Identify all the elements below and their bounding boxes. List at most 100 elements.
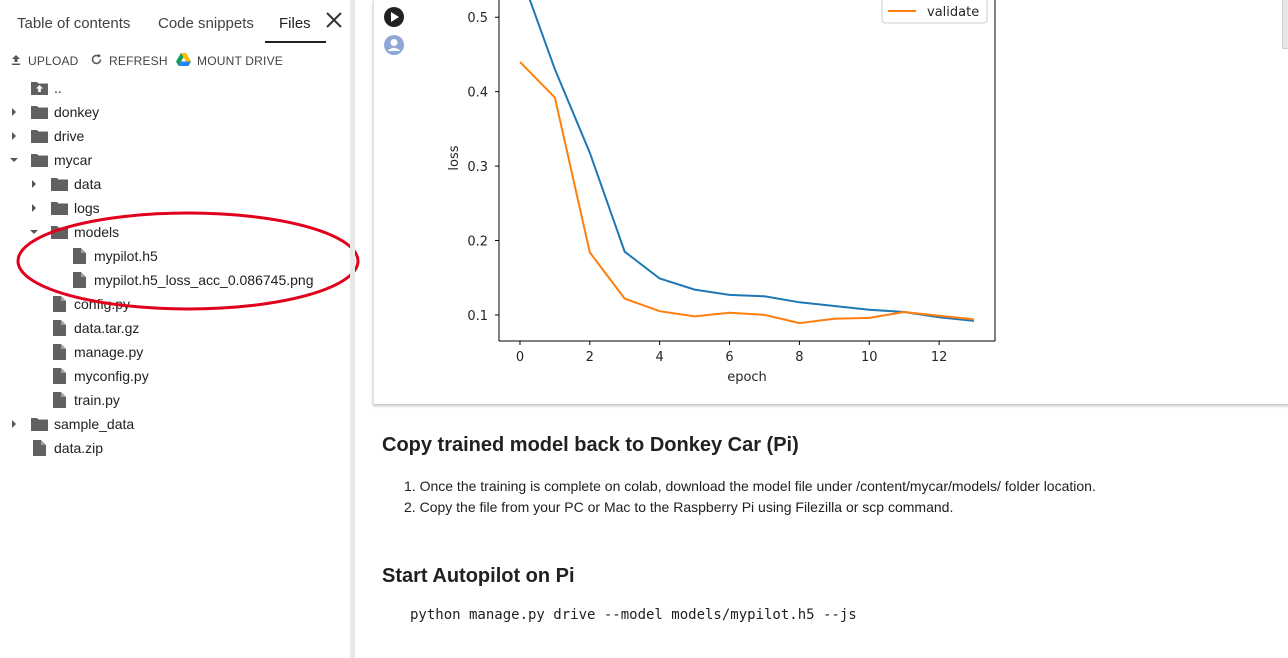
file-browser-panel: Table of contents Code snippets Files UP… <box>0 0 360 658</box>
active-tab-indicator <box>265 41 326 43</box>
avatar <box>383 34 405 56</box>
tree-item-label: data.tar.gz <box>74 320 140 336</box>
tree-item-label: .. <box>54 80 62 96</box>
tree-item-train-py[interactable]: train.py <box>28 388 120 412</box>
tab-code-snippets[interactable]: Code snippets <box>158 15 254 32</box>
y-tick-label: 0.3 <box>467 160 488 175</box>
list-item: 1. Once the training is complete on cola… <box>404 478 1096 494</box>
file-icon <box>30 440 48 456</box>
loss-chart: 0 2 4 6 8 10 12 0.1 0.2 0.3 0.4 0.5 validate epoch l… <box>447 0 996 385</box>
collapse-arrow-icon[interactable] <box>28 220 40 244</box>
expand-arrow-icon[interactable] <box>8 412 20 436</box>
tree-item-label: manage.py <box>74 344 144 360</box>
tree-item-myconfig-py[interactable]: myconfig.py <box>28 364 149 388</box>
expand-arrow-icon[interactable] <box>8 100 20 124</box>
y-tick-label: 0.1 <box>467 309 488 324</box>
series-line-validate <box>519 61 975 325</box>
tree-item-config-py[interactable]: config.py <box>28 292 130 316</box>
y-tick-label: 0.4 <box>467 86 488 101</box>
legend-box <box>881 0 988 24</box>
code-command: python manage.py drive --model models/my… <box>410 607 857 623</box>
tab-table-of-contents[interactable]: Table of contents <box>17 15 131 32</box>
tree-item-donkey[interactable]: donkey <box>8 100 99 124</box>
chart-plot-area: 0 2 4 6 8 10 12 0.1 0.2 0.3 0.4 0.5 validate <box>467 0 996 365</box>
y-tick-label: 0.5 <box>467 11 488 26</box>
list-item: 2. Copy the file from your PC or Mac to … <box>404 499 954 515</box>
file-icon <box>50 344 68 360</box>
tree-item-parent-dir[interactable]: .. <box>8 76 62 100</box>
folder-up-icon <box>30 80 48 96</box>
y-axis-label: loss <box>447 145 462 170</box>
upload-label: UPLOAD <box>28 54 79 68</box>
tree-item-mypilot-h5[interactable]: mypilot.h5 <box>48 244 158 268</box>
tree-item-drive[interactable]: drive <box>8 124 84 148</box>
x-tick-label: 8 <box>795 350 803 365</box>
file-icon <box>50 320 68 336</box>
tree-item-sample-data[interactable]: sample_data <box>8 412 134 436</box>
tree-item-label: train.py <box>74 392 120 408</box>
folder-icon <box>50 224 68 240</box>
mount-drive-label: MOUNT DRIVE <box>197 54 283 68</box>
upload-icon <box>10 54 22 69</box>
panel-resize-handle[interactable] <box>350 0 355 658</box>
folder-icon <box>50 176 68 192</box>
tree-item-label: config.py <box>74 296 131 312</box>
x-tick-label: 2 <box>586 350 594 365</box>
output-scrollbar[interactable] <box>1282 0 1288 49</box>
expand-arrow-icon[interactable] <box>8 124 20 148</box>
x-tick-label: 4 <box>656 350 664 365</box>
tree-item-label: logs <box>74 200 100 216</box>
tree-item-label: myconfig.py <box>74 368 149 384</box>
tree-item-label: data <box>74 176 102 192</box>
upload-button[interactable]: UPLOAD <box>10 50 79 72</box>
refresh-icon <box>90 53 103 69</box>
series-line-series-1 <box>528 0 975 322</box>
tree-item-label: sample_data <box>54 416 135 432</box>
file-icon <box>70 248 88 264</box>
tree-item-label: mypilot.h5_loss_acc_0.086745.png <box>94 272 314 288</box>
tree-item-label: mypilot.h5 <box>94 248 158 264</box>
folder-icon <box>30 152 48 168</box>
instruction-list: 1. Once the training is complete on cola… <box>404 476 1096 518</box>
tree-item-loss-png[interactable]: mypilot.h5_loss_acc_0.086745.png <box>48 268 314 292</box>
file-icon <box>50 296 68 312</box>
folder-icon <box>30 104 48 120</box>
tree-item-manage-py[interactable]: manage.py <box>28 340 143 364</box>
folder-icon <box>30 416 48 432</box>
refresh-button[interactable]: REFRESH <box>90 50 168 72</box>
tree-item-data-zip[interactable]: data.zip <box>8 436 103 460</box>
file-icon <box>50 368 68 384</box>
tree-item-label: models <box>74 224 120 240</box>
tree-item-data[interactable]: data <box>28 172 101 196</box>
refresh-label: REFRESH <box>109 54 168 68</box>
x-axis-label: epoch <box>727 370 767 385</box>
expand-arrow-icon[interactable] <box>28 196 40 220</box>
tab-files[interactable]: Files <box>279 15 311 32</box>
tree-item-data-tar-gz[interactable]: data.tar.gz <box>28 316 139 340</box>
x-tick-label: 0 <box>516 350 524 365</box>
file-icon <box>70 272 88 288</box>
folder-icon <box>50 200 68 216</box>
close-icon[interactable] <box>323 9 345 31</box>
x-tick-label: 12 <box>931 350 948 365</box>
legend-label: validate <box>927 5 979 20</box>
tree-item-logs[interactable]: logs <box>28 196 100 220</box>
collapse-arrow-icon[interactable] <box>8 148 20 172</box>
folder-icon <box>30 128 48 144</box>
expand-arrow-icon[interactable] <box>28 172 40 196</box>
tree-item-models[interactable]: models <box>28 220 119 244</box>
tree-item-label: drive <box>54 128 85 144</box>
tree-item-mycar[interactable]: mycar <box>8 148 92 172</box>
mount-drive-button[interactable]: MOUNT DRIVE <box>176 50 283 72</box>
tree-item-label: donkey <box>54 104 100 120</box>
section-heading-start-autopilot: Start Autopilot on Pi <box>382 565 575 587</box>
sidebar-tabs: Table of contents Code snippets Files <box>0 0 350 44</box>
x-tick-label: 6 <box>725 350 733 365</box>
x-tick-label: 10 <box>861 350 878 365</box>
tree-item-label: data.zip <box>54 440 104 456</box>
section-heading-copy-model: Copy trained model back to Donkey Car (P… <box>382 434 799 456</box>
run-cell-button[interactable] <box>383 6 405 28</box>
google-drive-icon <box>176 53 191 69</box>
y-tick-label: 0.2 <box>467 235 488 250</box>
file-icon <box>50 392 68 408</box>
